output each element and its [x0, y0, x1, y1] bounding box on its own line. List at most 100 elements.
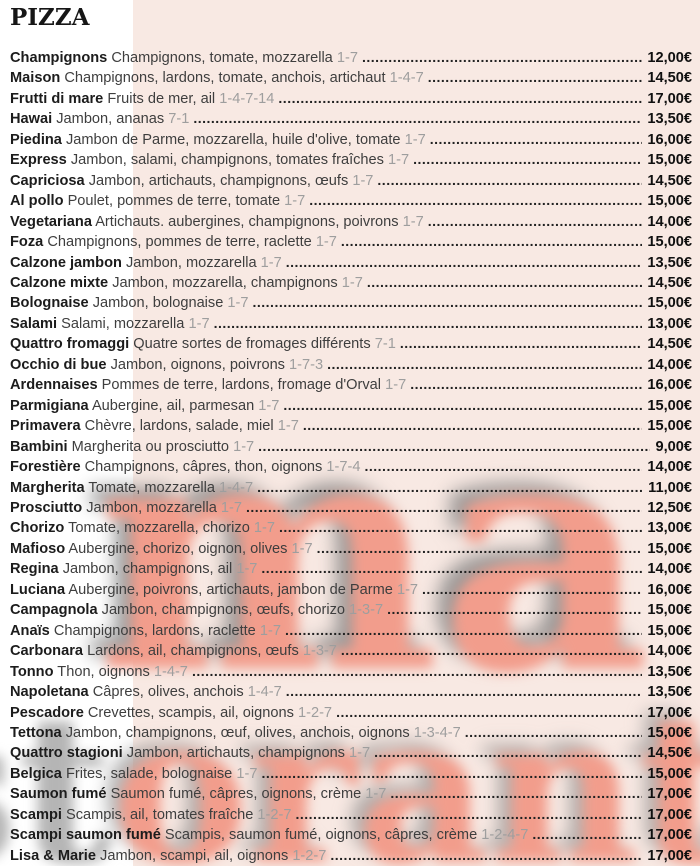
item-allergen-codes: 1-7: [236, 765, 258, 782]
item-text: Hawai Jambon, ananas 7-1: [10, 109, 189, 129]
item-text: Champignons Champignons, tomate, mozzare…: [10, 48, 358, 68]
item-description: Salami, mozzarella: [61, 315, 185, 332]
item-text: Pescadore Crevettes, scampis, ail, oigno…: [10, 703, 332, 723]
item-text: Maison Champignons, lardons, tomate, anc…: [10, 68, 424, 88]
item-name: Tettona: [10, 724, 62, 741]
menu-item-row: Quattro fromaggi Quatre sortes de fromag…: [10, 333, 692, 353]
item-description: Thon, oignons: [57, 663, 150, 680]
menu-item-row: Ardennaises Pommes de terre, lardons, fr…: [10, 374, 692, 394]
item-price: 13,00€: [647, 315, 692, 332]
dots-leader: [374, 742, 642, 762]
item-price: 15,00€: [647, 765, 692, 782]
menu-item-row: Lisa & Marie Jambon, scampi, ail, oignon…: [10, 845, 692, 865]
menu-item-row: Bambini Margherita ou prosciutto 1-7 9,0…: [10, 436, 692, 456]
item-text: Capriciosa Jambon, artichauts, champigno…: [10, 171, 373, 191]
item-price: 9,00€: [655, 438, 692, 455]
dots-leader: [430, 129, 643, 149]
item-description: Jambon, scampi, ail, oignons: [100, 847, 289, 864]
dots-leader: [279, 517, 642, 537]
item-allergen-codes: 1-7: [365, 786, 387, 803]
item-description: Artichauts. aubergines, champignons, poi…: [95, 213, 399, 230]
item-text: Mafioso Aubergine, chorizo, oignon, oliv…: [10, 539, 313, 559]
item-price: 15,00€: [647, 295, 692, 312]
menu-item-row: Forestière Champignons, câpres, thon, oi…: [10, 456, 692, 476]
item-allergen-codes: 1-7: [396, 581, 419, 598]
item-description: Champignons, pommes de terre, raclette: [47, 234, 312, 251]
dots-leader: [261, 763, 642, 783]
dots-leader: [246, 497, 642, 517]
item-description: Aubergine, ail, parmesan: [91, 397, 255, 414]
item-price: 14,50€: [647, 172, 692, 189]
item-name: Luciana: [10, 581, 66, 598]
menu-item-row: Primavera Chèvre, lardons, salade, miel …: [10, 415, 692, 435]
item-description: Margherita ou prosciutto: [71, 438, 230, 455]
item-description: Jambon, mozzarella, champignons: [112, 274, 338, 291]
item-price: 17,00€: [647, 786, 692, 803]
item-allergen-codes: 1-7: [284, 193, 306, 210]
item-description: Tomate, mozzarella, chorizo: [68, 520, 250, 537]
item-price: 17,00€: [647, 704, 692, 721]
item-name: Champignons: [10, 50, 108, 66]
item-allergen-codes: 1-7: [260, 254, 282, 271]
item-text: Bolognaise Jambon, bolognaise 1-7: [10, 293, 249, 313]
menu-item-row: Margherita Tomate, mozzarella 1-4-7 11,0…: [10, 477, 692, 497]
menu-item-row: Piedina Jambon de Parme, mozzarella, hui…: [10, 129, 692, 149]
dots-leader: [390, 783, 642, 803]
item-name: Scampi: [10, 806, 62, 823]
dots-leader: [422, 579, 642, 599]
item-allergen-codes: 1-4-7: [389, 70, 424, 87]
item-name: Chorizo: [10, 520, 65, 537]
menu-item-row: Maison Champignons, lardons, tomate, anc…: [10, 67, 692, 87]
item-description: Frites, salade, bolognaise: [65, 765, 233, 782]
item-allergen-codes: 1-7: [336, 50, 358, 66]
dots-leader: [362, 47, 642, 67]
item-name: Calzone mixte: [10, 274, 109, 291]
item-allergen-codes: 1-7: [227, 295, 249, 312]
item-price: 14,00€: [647, 643, 692, 660]
item-description: Jambon, champignons, œuf, olives, anchoi…: [65, 724, 410, 741]
item-name: Express: [10, 152, 67, 169]
dots-leader: [283, 395, 642, 415]
item-price: 17,00€: [647, 847, 692, 864]
item-allergen-codes: 1-2-4-7: [481, 827, 529, 844]
menu-item-row: Campagnola Jambon, champignons, œufs, ch…: [10, 599, 692, 619]
item-text: Foza Champignons, pommes de terre, racle…: [10, 232, 337, 252]
page-title: PIZZA: [10, 4, 90, 31]
item-description: Tomate, mozzarella: [88, 479, 215, 496]
item-allergen-codes: 1-7: [385, 377, 407, 394]
item-allergen-codes: 1-7: [233, 438, 255, 455]
item-name: Napoletana: [10, 684, 89, 701]
item-price: 17,00€: [647, 90, 692, 107]
item-price: 14,00€: [647, 561, 692, 578]
item-description: Pommes de terre, lardons, fromage d'Orva…: [101, 377, 382, 394]
item-price: 13,50€: [647, 254, 692, 271]
item-description: Aubergine, poivrons, artichauts, jambon …: [68, 581, 393, 598]
item-text: Quattro stagioni Jambon, artichauts, cha…: [10, 743, 370, 763]
menu-item-row: Express Jambon, salami, champignons, tom…: [10, 149, 692, 169]
item-allergen-codes: 1-7: [277, 418, 299, 435]
item-text: Regina Jambon, champignons, ail 1-7: [10, 559, 257, 579]
item-description: Saumon fumé, câpres, oignons, crème: [110, 786, 362, 803]
item-name: Forestière: [10, 459, 81, 476]
item-allergen-codes: 1-2-7: [297, 704, 333, 721]
menu-item-row: Pescadore Crevettes, scampis, ail, oigno…: [10, 702, 692, 722]
menu-item-row: Al pollo Poulet, pommes de terre, tomate…: [10, 190, 692, 210]
item-name: Al pollo: [10, 193, 64, 210]
item-description: Crevettes, scampis, ail, oignons: [87, 704, 294, 721]
menu-item-row: Luciana Aubergine, poivrons, artichauts,…: [10, 579, 692, 599]
dots-leader: [192, 661, 642, 681]
item-allergen-codes: 1-7: [259, 622, 281, 639]
item-name: Lisa & Marie: [10, 847, 96, 864]
dots-leader: [365, 456, 643, 476]
menu-item-row: Calzone jambon Jambon, mozzarella 1-7 13…: [10, 252, 692, 272]
item-allergen-codes: 1-7: [315, 234, 337, 251]
item-name: Hawai: [10, 111, 53, 128]
menu-item-row: Prosciutto Jambon, mozzarella 1-7 12,50€: [10, 497, 692, 517]
item-allergen-codes: 1-7: [349, 745, 371, 762]
menu-item-row: Saumon fumé Saumon fumé, câpres, oignons…: [10, 783, 692, 803]
item-name: Maison: [10, 70, 61, 87]
item-name: Belgica: [10, 765, 62, 782]
item-text: Luciana Aubergine, poivrons, artichauts,…: [10, 580, 418, 600]
item-description: Jambon, mozzarella: [125, 254, 257, 271]
